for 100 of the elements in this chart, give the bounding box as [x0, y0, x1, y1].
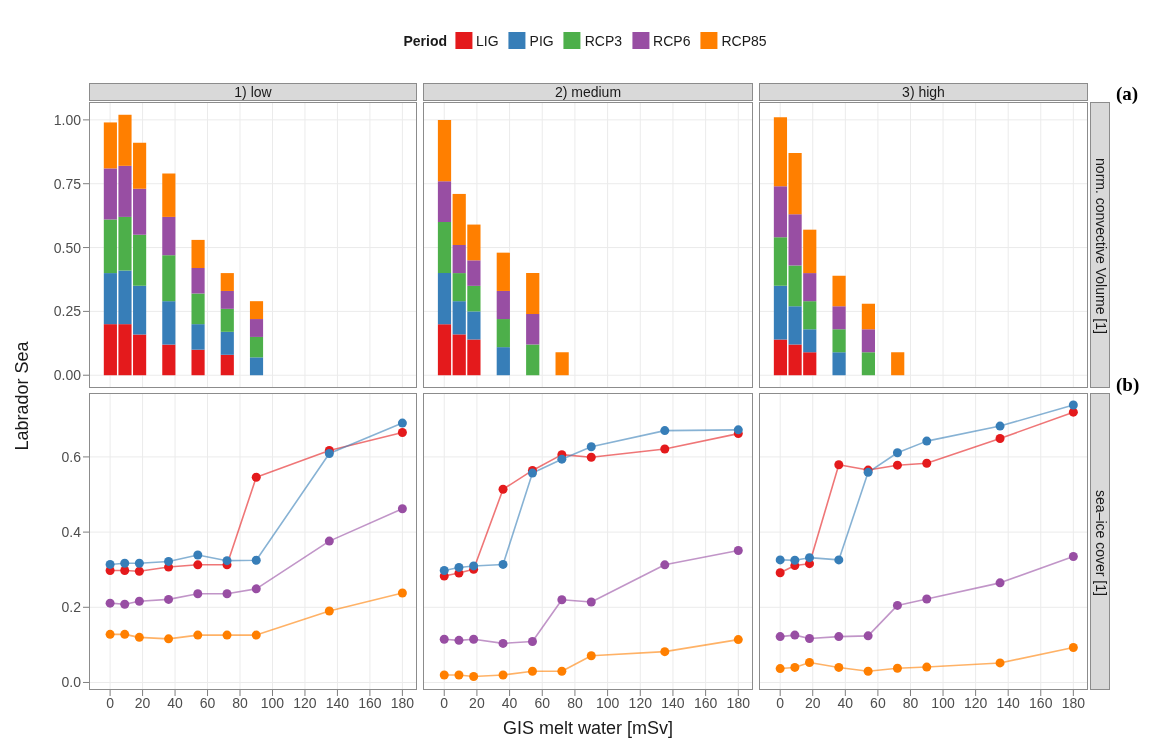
- bar: [788, 153, 802, 215]
- x-tick-label: 180: [390, 694, 415, 711]
- point: [193, 550, 203, 560]
- x-tick-label: 180: [1061, 694, 1086, 711]
- point: [804, 658, 814, 668]
- bar: [773, 285, 788, 340]
- point: [1068, 552, 1078, 562]
- point: [804, 634, 814, 643]
- x-tick-label: 40: [167, 694, 184, 711]
- y-tick-label: 0.6: [61, 448, 82, 465]
- bar: [496, 319, 510, 348]
- bar: [249, 319, 264, 337]
- y-tick-label: 0.50: [53, 239, 82, 256]
- y-tick-label: 1.00: [53, 111, 82, 128]
- bar: [437, 181, 452, 223]
- point: [222, 589, 232, 599]
- point: [586, 597, 596, 607]
- x-tick-label: 100: [260, 694, 285, 711]
- x-tick-label: 40: [837, 694, 854, 711]
- bar: [191, 349, 205, 376]
- x-tick-label: 80: [232, 694, 249, 711]
- point: [660, 444, 670, 454]
- y-axis-title: Labrador Sea: [11, 341, 33, 451]
- bar: [832, 329, 846, 353]
- bar: [788, 214, 802, 266]
- point: [995, 658, 1005, 668]
- bar: [191, 293, 205, 325]
- bar: [437, 119, 452, 182]
- bar: [526, 273, 540, 314]
- bar: [437, 273, 452, 325]
- bar: [773, 339, 788, 376]
- point: [863, 666, 873, 676]
- point: [586, 442, 596, 452]
- bar: [526, 344, 540, 376]
- point: [134, 566, 144, 576]
- bar: [803, 273, 817, 302]
- point: [557, 454, 567, 464]
- point: [586, 452, 596, 462]
- x-tick-label: 60: [199, 694, 216, 711]
- point: [834, 632, 844, 642]
- bar: [191, 267, 205, 294]
- point: [469, 671, 479, 681]
- point: [775, 555, 785, 565]
- point: [527, 637, 537, 646]
- point: [892, 460, 902, 470]
- point: [134, 558, 144, 568]
- point: [454, 635, 464, 645]
- point: [251, 555, 261, 565]
- x-tick-label: 20: [134, 694, 151, 711]
- point: [397, 418, 407, 428]
- bar: [162, 255, 176, 302]
- point: [775, 568, 785, 578]
- bar: [437, 222, 452, 274]
- point: [1068, 407, 1078, 417]
- point: [469, 634, 479, 644]
- bar: [496, 347, 510, 376]
- legend-title: Period: [403, 32, 448, 49]
- bar: [773, 186, 788, 238]
- point: [397, 504, 407, 514]
- x-tick-label: 80: [902, 694, 919, 711]
- y-tick-label: 0.00: [53, 367, 82, 384]
- x-tick-label: 0: [106, 694, 115, 711]
- point: [120, 599, 130, 609]
- point: [498, 484, 508, 494]
- x-tick-label: 140: [325, 694, 350, 711]
- text: sea–ice cover [1]: [1093, 489, 1109, 596]
- point: [804, 553, 814, 563]
- point: [733, 425, 743, 435]
- chart-title: 3) high: [759, 83, 1088, 101]
- bar: [832, 306, 846, 330]
- legend-label: RCP3: [584, 32, 623, 49]
- point: [586, 651, 596, 661]
- x-tick-label: 60: [870, 694, 886, 711]
- point: [995, 578, 1005, 588]
- point: [733, 546, 743, 556]
- bar: [191, 239, 205, 268]
- point: [660, 426, 670, 436]
- bar: [162, 301, 176, 345]
- bar: [162, 173, 176, 217]
- point: [660, 560, 670, 570]
- x-tick-label: 20: [804, 694, 821, 711]
- point: [834, 460, 844, 470]
- x-tick-label: 160: [693, 694, 718, 711]
- point: [324, 536, 334, 546]
- bar: [437, 324, 452, 376]
- point: [557, 666, 567, 676]
- point: [922, 436, 932, 446]
- chart-title: 1) low: [89, 83, 417, 101]
- point: [193, 630, 203, 640]
- point: [105, 629, 115, 639]
- point: [454, 670, 464, 680]
- bar: [861, 329, 875, 353]
- y-tick-label: 0.4: [61, 524, 82, 541]
- x-tick-label: 100: [931, 694, 955, 711]
- x-tick-label: 0: [440, 694, 449, 711]
- bar: [249, 357, 264, 376]
- bar: [496, 252, 510, 291]
- bar: [861, 352, 875, 376]
- x-tick-label: 120: [628, 694, 653, 711]
- point: [775, 664, 785, 674]
